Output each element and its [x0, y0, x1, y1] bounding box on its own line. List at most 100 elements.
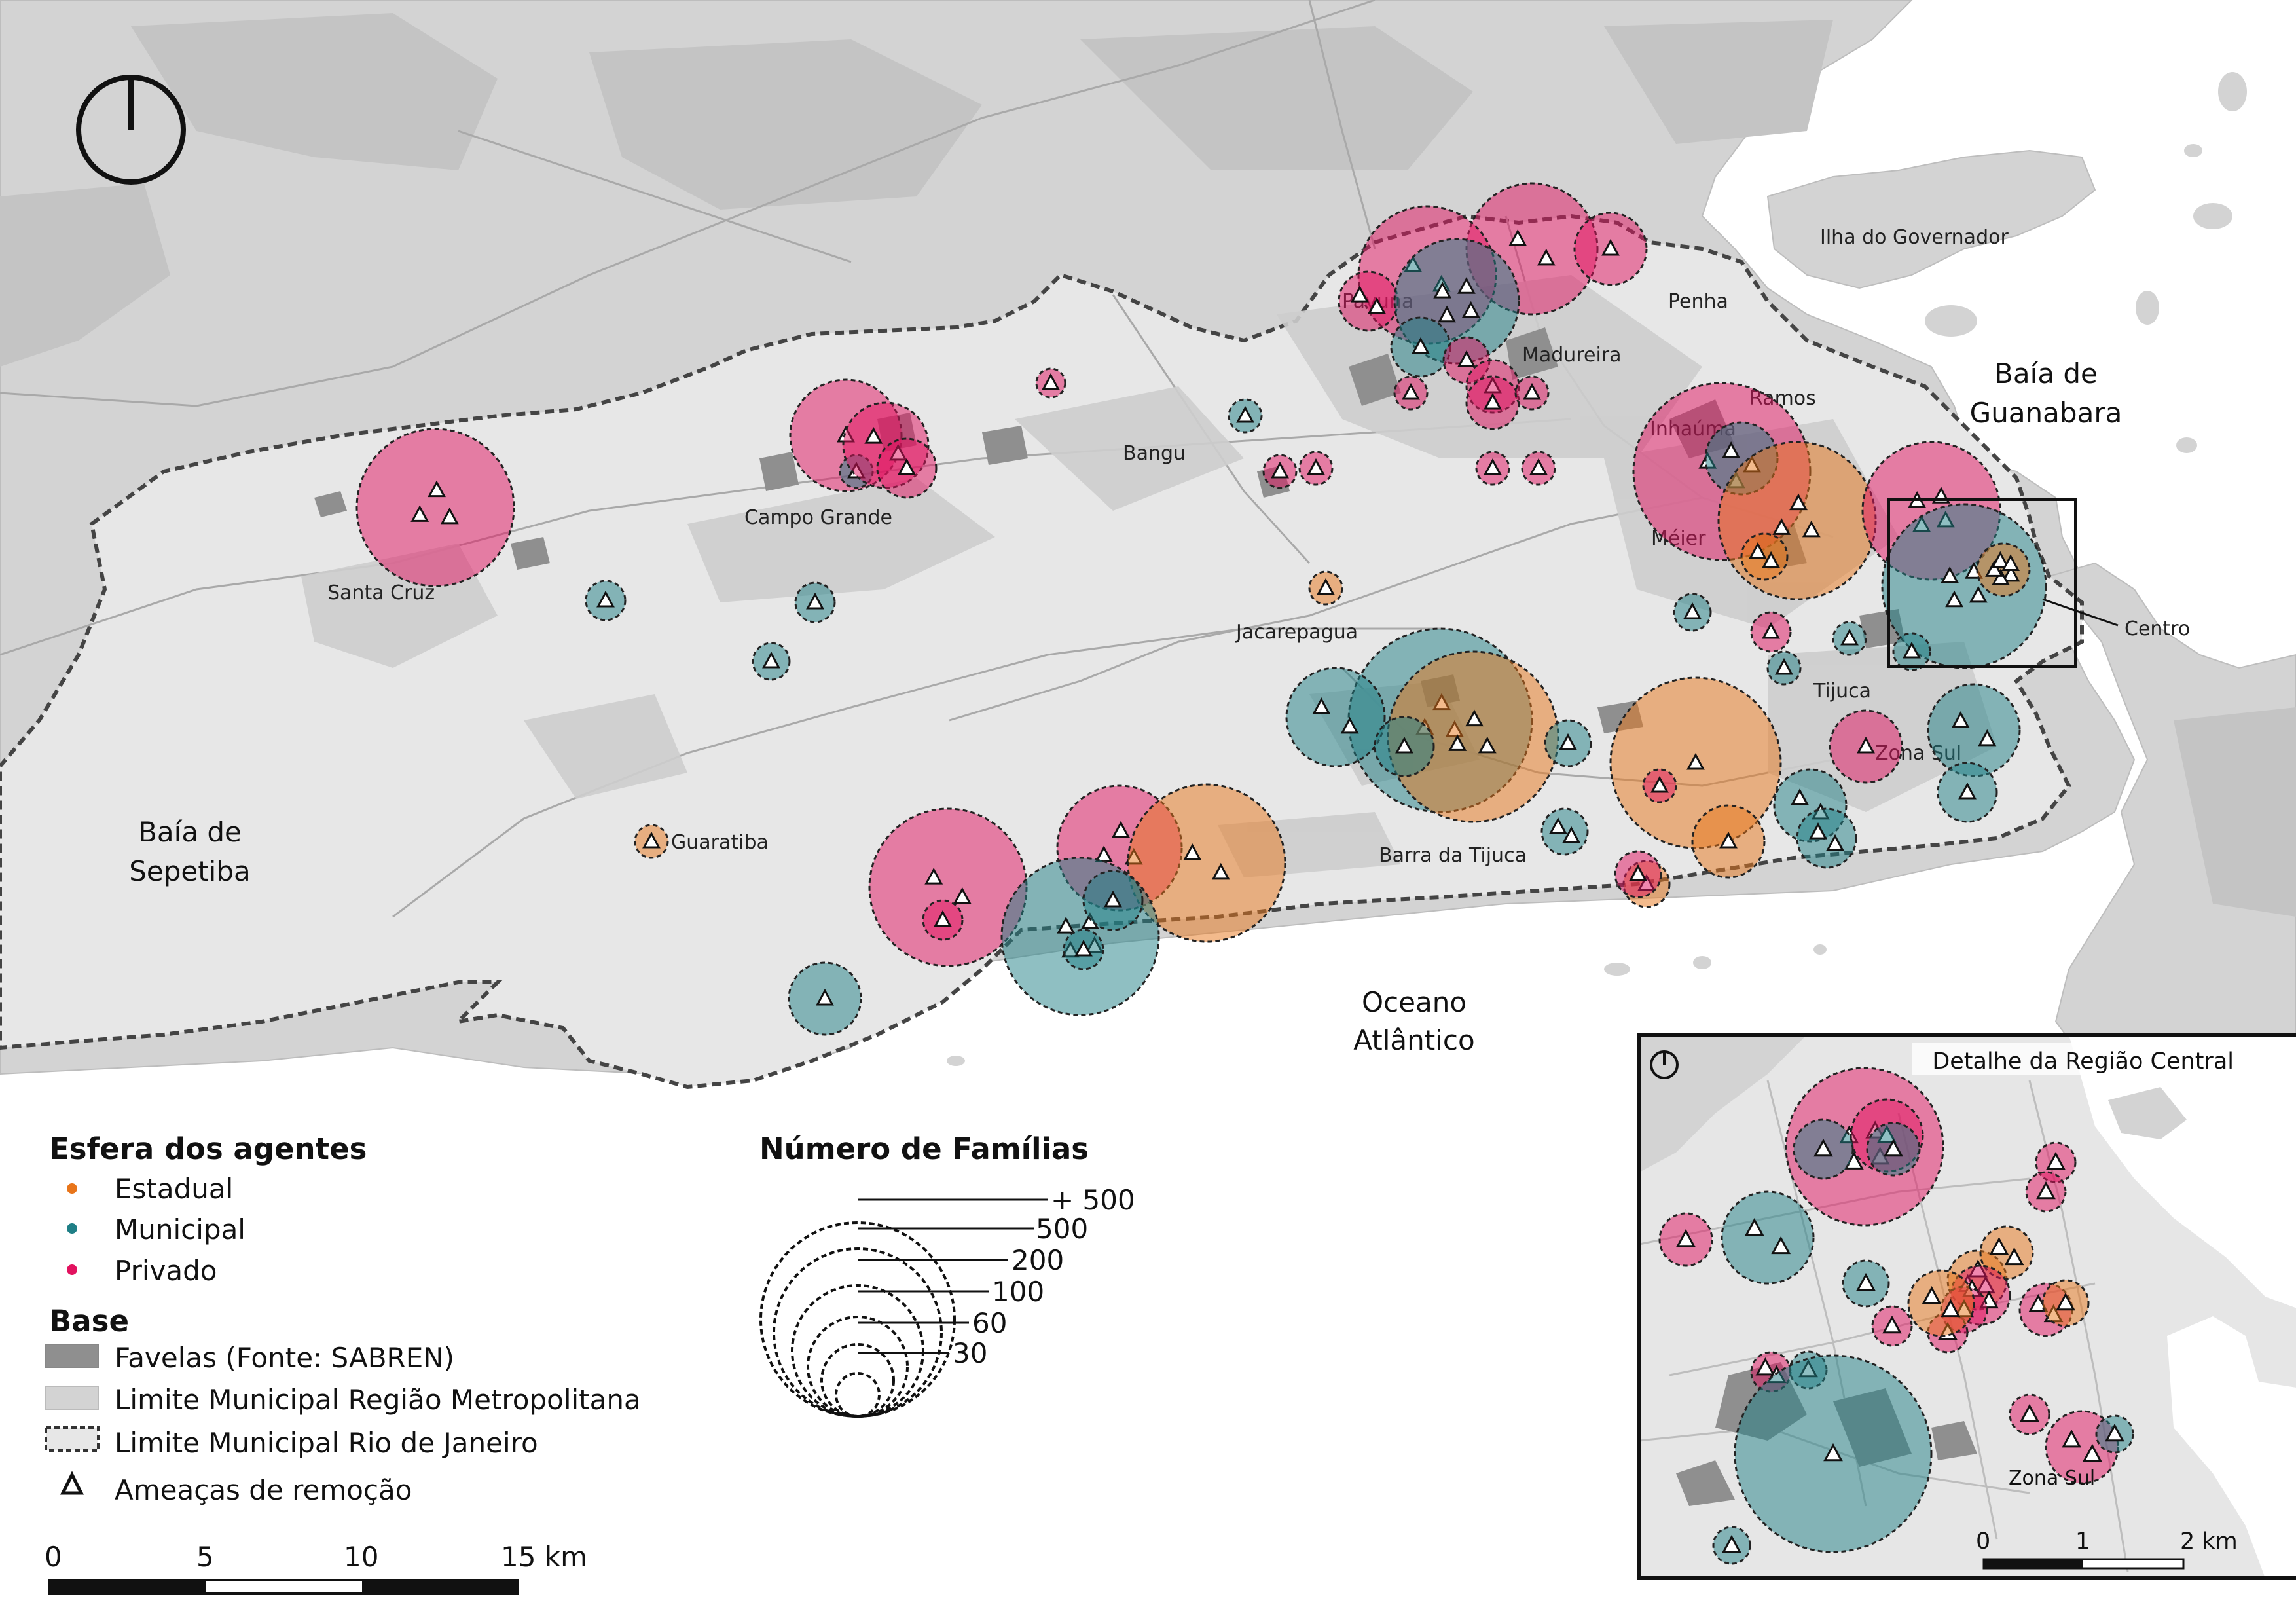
threat-circle-municipal: [2095, 1414, 2134, 1454]
threat-triangle-icon: [924, 867, 943, 885]
size-circle-500: [773, 1247, 943, 1418]
threat-circle-municipal: [1927, 683, 2021, 777]
threat-circle-municipal: [1842, 1259, 1890, 1308]
legend-favelas: Favelas (Fonte: SABREN): [115, 1342, 454, 1374]
threat-circle-privado: [868, 807, 1028, 967]
threat-circle-privado: [1514, 375, 1550, 411]
threat-circle-municipal: [788, 961, 862, 1036]
label-jacarepagua: Jacarepagua: [1235, 621, 1358, 644]
threat-triangle-icon: [2105, 1423, 2124, 1442]
threat-circle-estadual: [1691, 804, 1766, 879]
label-sepetiba-2: Sepetiba: [129, 855, 251, 887]
inset-circles: [1658, 1067, 2134, 1565]
threat-triangle-icon: [1802, 520, 1821, 538]
threat-triangle-icon: [2056, 1292, 2075, 1311]
threat-triangle-icon: [1601, 238, 1620, 256]
inset-map: Zona Sul 0 1 2 km Detalhe da Região Cent…: [1637, 1033, 2296, 1580]
threat-triangle-icon: [1722, 1534, 1741, 1553]
threat-circle-municipal: [1766, 650, 1802, 686]
label-ilha: Ilha do Governador: [1820, 226, 2009, 249]
size-label-60: 60: [972, 1307, 1007, 1339]
threat-triangle-icon: [1368, 297, 1386, 314]
threat-triangle-icon: [1412, 337, 1430, 354]
threat-triangle-icon: [2036, 1181, 2056, 1200]
legend-municipal: Municipal: [115, 1213, 246, 1246]
threat-triangle-icon: [953, 887, 972, 904]
threat-circle-privado: [1614, 850, 1662, 898]
threat-triangle-icon: [1676, 1228, 1696, 1247]
threat-triangle-icon: [1548, 817, 1567, 834]
inset-scale-2: 2 km: [2180, 1528, 2238, 1555]
threat-triangle-icon: [1307, 458, 1325, 475]
inset-title: Detalhe da Região Central: [1932, 1048, 2234, 1075]
threat-triangle-icon: [642, 831, 661, 849]
threat-triangle-icon: [934, 910, 952, 927]
threat-triangle-icon: [1402, 382, 1420, 400]
label-santa-cruz: Santa Cruz: [327, 581, 435, 604]
label-penha: Penha: [1668, 290, 1728, 313]
inset-zona-sul: Zona Sul: [2009, 1467, 2095, 1490]
threat-triangle-icon: [1989, 1236, 2009, 1255]
threat-circle-municipal: [585, 580, 627, 621]
threat-triangle-icon: [1074, 939, 1093, 957]
threat-circle-privado: [1871, 1305, 1913, 1347]
threat-triangle-icon: [864, 427, 883, 444]
threat-triangle-icon: [1969, 585, 1988, 603]
size-label-100: 100: [992, 1276, 1044, 1308]
legend-triangle-icon: [60, 1471, 84, 1495]
threat-circle-privado: [876, 437, 938, 499]
threat-circle-privado: [922, 899, 964, 941]
threat-triangle-icon: [816, 988, 834, 1006]
size-circle-30: [835, 1372, 881, 1418]
scale-5: 5: [196, 1541, 214, 1573]
threat-circle-municipal: [1673, 593, 1712, 632]
threat-triangle-icon: [2001, 564, 2020, 582]
threat-triangle-icon: [1629, 864, 1647, 881]
threat-triangle-icon: [1775, 657, 1793, 675]
threat-triangle-icon: [1312, 697, 1331, 714]
threat-triangle-icon: [1722, 441, 1741, 458]
threat-triangle-icon: [1823, 1443, 1843, 1462]
size-label-500plus: + 500: [1051, 1184, 1135, 1216]
threat-circle-estadual: [1907, 1269, 1975, 1337]
threat-circle-municipal: [794, 581, 836, 623]
threat-triangle-icon: [2001, 554, 2020, 571]
threat-triangle-icon: [1395, 736, 1413, 754]
threat-circle-municipal: [1793, 1118, 1854, 1180]
threat-circle-municipal: [1796, 807, 1857, 869]
label-sepetiba-1: Baía de: [138, 816, 242, 848]
threat-circle-privado: [1465, 375, 1520, 430]
threat-triangle-icon: [1791, 788, 1810, 805]
threat-triangle-icon: [1457, 350, 1476, 367]
threat-triangle-icon: [1042, 373, 1060, 390]
threat-circle-municipal: [1866, 1122, 1921, 1177]
threat-triangle-icon: [2062, 1429, 2081, 1448]
hill-shading: [0, 13, 2296, 917]
threat-triangle-icon: [1448, 734, 1467, 751]
size-label-30: 30: [953, 1337, 987, 1369]
threat-triangle-icon: [1882, 1315, 1902, 1334]
threat-triangle-icon: [762, 651, 780, 669]
threat-triangle-icon: [1813, 1138, 1833, 1157]
threat-triangle-icon: [440, 507, 459, 525]
threat-triangle-icon: [1941, 1299, 1961, 1318]
legend-swatch-metro: [45, 1386, 99, 1410]
threat-triangle-icon: [2046, 1151, 2066, 1170]
threat-triangle-icon: [1762, 551, 1781, 568]
threat-triangle-icon: [1461, 301, 1480, 318]
threat-triangle-icon: [1755, 1357, 1776, 1376]
threat-triangle-icon: [1351, 285, 1369, 303]
label-madureira: Madureira: [1522, 344, 1622, 367]
threat-circle-estadual: [634, 824, 669, 859]
inset-scale-0: 0: [1976, 1528, 1990, 1555]
threat-triangle-icon: [1772, 518, 1791, 535]
legend-ameacas: Ameaças de remoção: [115, 1474, 412, 1506]
label-centro: Centro: [2124, 618, 2190, 640]
threat-circle-municipal: [1721, 1190, 1815, 1285]
threat-triangle-icon: [1057, 916, 1076, 934]
threat-circle-municipal: [1285, 667, 1386, 767]
threat-triangle-icon: [1104, 890, 1122, 908]
threat-circle-estadual: [1976, 542, 2031, 597]
threat-triangle-icon: [1978, 729, 1997, 747]
